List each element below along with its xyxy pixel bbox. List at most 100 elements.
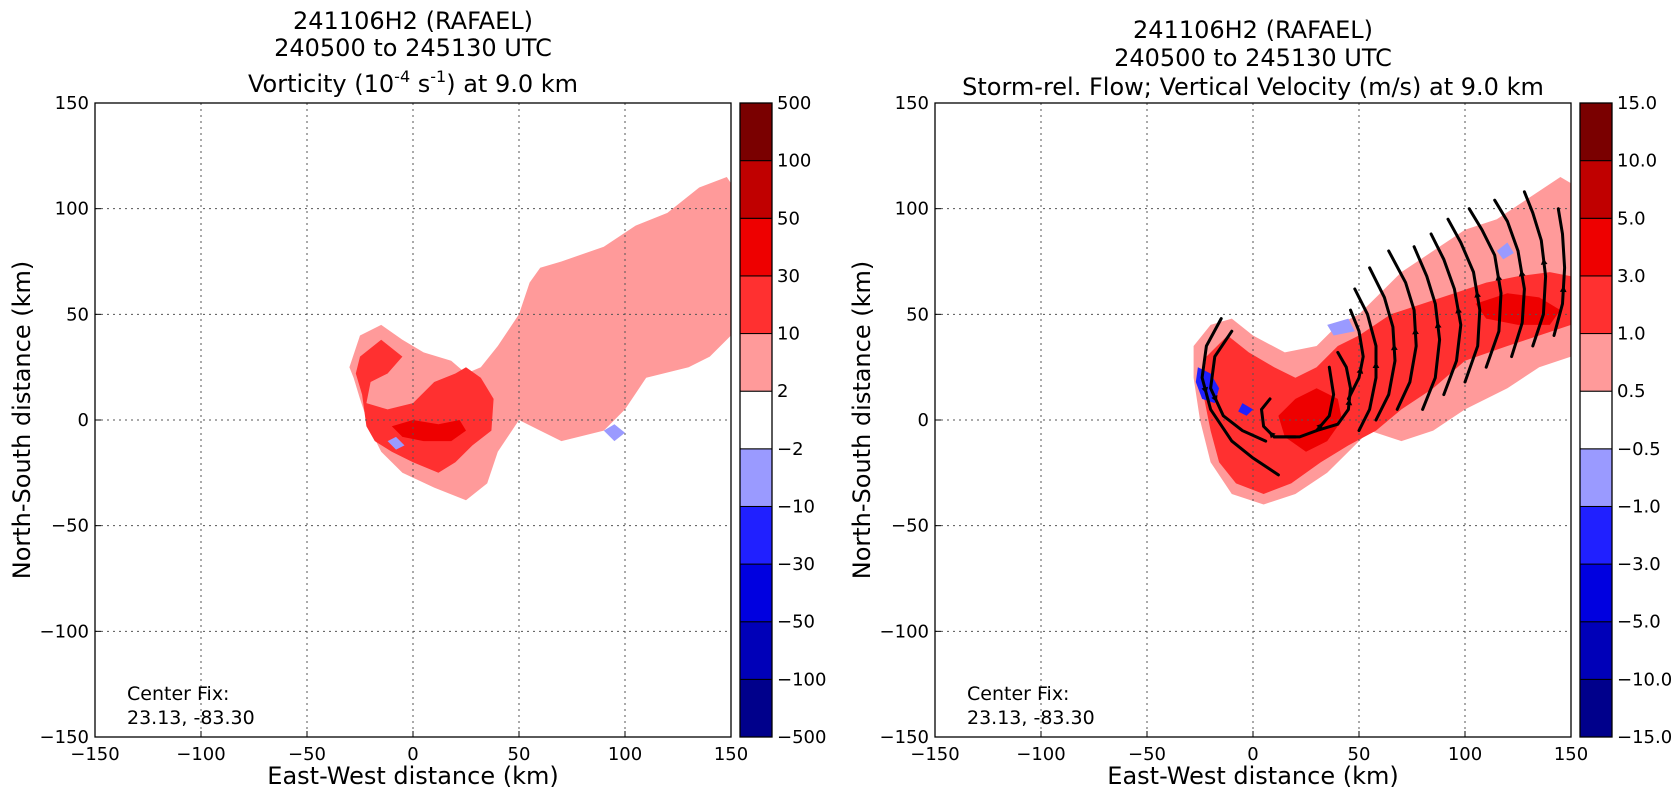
panel2-title-line3: Storm-rel. Flow; Vertical Velocity (m/s)… [962,73,1544,101]
colorbar-swatch [1579,390,1613,450]
panel1-x-axis-label: East-West distance (km) [267,762,558,790]
panel2-x-axis-label: East-West distance (km) [1107,762,1398,790]
colorbar-tick-label: −10.0 [1617,669,1672,690]
colorbar-swatch [1579,217,1613,277]
colorbar-tick-label: 100 [777,151,811,172]
panel2-flow-lines [1200,190,1567,477]
y-tick-label: 0 [918,410,929,431]
x-tick-label: 100 [608,744,642,765]
colorbar-swatch [739,217,773,277]
streamline-arrow [1434,321,1442,329]
streamline-arrow [1372,361,1380,369]
streamline-arrow [1201,386,1209,394]
colorbar-tick-label: 10 [777,324,800,345]
colorbar-frame [739,102,773,738]
colorbar-tick-label: −5.0 [1617,612,1661,633]
streamline [1209,329,1268,443]
colorbar-tick-label: −3.0 [1617,554,1661,575]
streamline-arrow [1540,258,1548,265]
field-region [603,424,625,442]
y-tick-label: −150 [880,727,929,748]
panel1-title-line3: Vorticity (10-4 s-1) at 9.0 km [248,67,578,98]
panel2-x-ticks: −150 −100 −50 0 50 100 150 [910,731,1588,765]
y-tick-label: −50 [51,516,89,537]
panel2-title-line1: 241106H2 (RAFAEL) [1133,16,1373,44]
streamline [1346,308,1365,401]
y-tick-label: 50 [906,304,929,325]
panel1-title-line1: 241106H2 (RAFAEL) [293,7,533,35]
x-tick-label: 150 [1554,744,1588,765]
colorbar-tick-label: −0.5 [1617,439,1661,460]
panel1-y-axis-label: North-South distance (km) [8,261,36,580]
streamline [1368,266,1397,422]
panel1-y-ticks: −150 −100 −50 0 50 100 150 [40,93,101,748]
colorbar-swatch [739,333,773,392]
x-tick-label: 0 [407,744,418,765]
y-tick-label: 100 [55,199,89,220]
colorbar-swatch [1579,102,1613,162]
y-tick-label: −100 [880,621,929,642]
streamline [1353,287,1378,433]
colorbar-swatch [739,505,773,565]
colorbar-tick-label: −500 [777,727,826,748]
streamline-arrow [1356,367,1364,374]
colorbar-frame [1579,102,1613,738]
colorbar-tick-label: −15.0 [1617,727,1672,748]
panel2-colorbar: −15.0 −10.0 −5.0 −3.0 −1.0 −0.5 0.5 1.0 3.0 5.0 10… [1579,93,1672,748]
x-tick-label: −100 [1016,744,1065,765]
y-tick-label: 150 [55,93,89,114]
panel1-field [349,177,731,501]
y-tick-label: 50 [66,304,89,325]
colorbar-tick-label: 2 [777,381,788,402]
colorbar-tick-label: 50 [777,208,800,229]
colorbar-swatch [1579,333,1613,392]
colorbar-tick-label: −2 [777,439,804,460]
colorbar-tick-label: 0.5 [1617,381,1646,402]
streamline [1387,249,1418,411]
colorbar-swatch [739,563,773,623]
panel2-center-fix-label: Center Fix: [967,683,1069,705]
streamline-arrow [1345,398,1353,406]
streamline-arrow [1518,269,1526,277]
x-tick-label: 0 [1247,744,1258,765]
streamline [1200,317,1280,477]
field-region [391,420,466,442]
colorbar-tick-label: −10 [777,496,815,517]
x-tick-label: 50 [508,744,531,765]
y-tick-label: −100 [40,621,89,642]
colorbar-tick-label: −100 [777,669,826,690]
vertical-velocity-panel: 241106H2 (RAFAEL) 240500 to 245130 UTC S… [848,16,1672,790]
colorbar-swatch [1579,563,1613,623]
panel1-x-ticks: −150 −100 −50 0 50 100 150 [70,731,748,765]
colorbar-swatch [1579,275,1613,335]
streamline [1552,207,1567,337]
streamline-arrow [1412,328,1419,335]
x-tick-label: 100 [1448,744,1482,765]
colorbar-tick-label: 500 [777,93,811,114]
field-region [1327,318,1355,336]
colorbar-tick-label: 10.0 [1617,151,1657,172]
panel2-center-fix-coords: 23.13, -83.30 [967,707,1095,729]
colorbar-swatch [739,160,773,219]
colorbar-tick-label: −1.0 [1617,496,1661,517]
colorbar-swatch [739,275,773,335]
streamline-arrow [1455,306,1462,314]
colorbar-swatch [739,621,773,680]
streamline [1429,232,1463,397]
colorbar-swatch [739,448,773,507]
x-tick-label: −150 [70,744,119,765]
y-tick-label: 150 [895,93,929,114]
colorbar-swatch [739,678,773,738]
y-tick-label: 100 [895,199,929,220]
field-region [1496,242,1514,260]
y-tick-label: −50 [891,516,929,537]
panel2-y-ticks: −150 −100 −50 0 50 100 150 [880,93,941,748]
y-tick-label: −150 [40,727,89,748]
field-region [1238,403,1253,416]
streamline-arrow [1495,274,1503,281]
colorbar-swatch [1579,621,1613,680]
colorbar-swatch [1579,160,1613,219]
streamline [1446,217,1482,384]
x-tick-label: −100 [176,744,225,765]
